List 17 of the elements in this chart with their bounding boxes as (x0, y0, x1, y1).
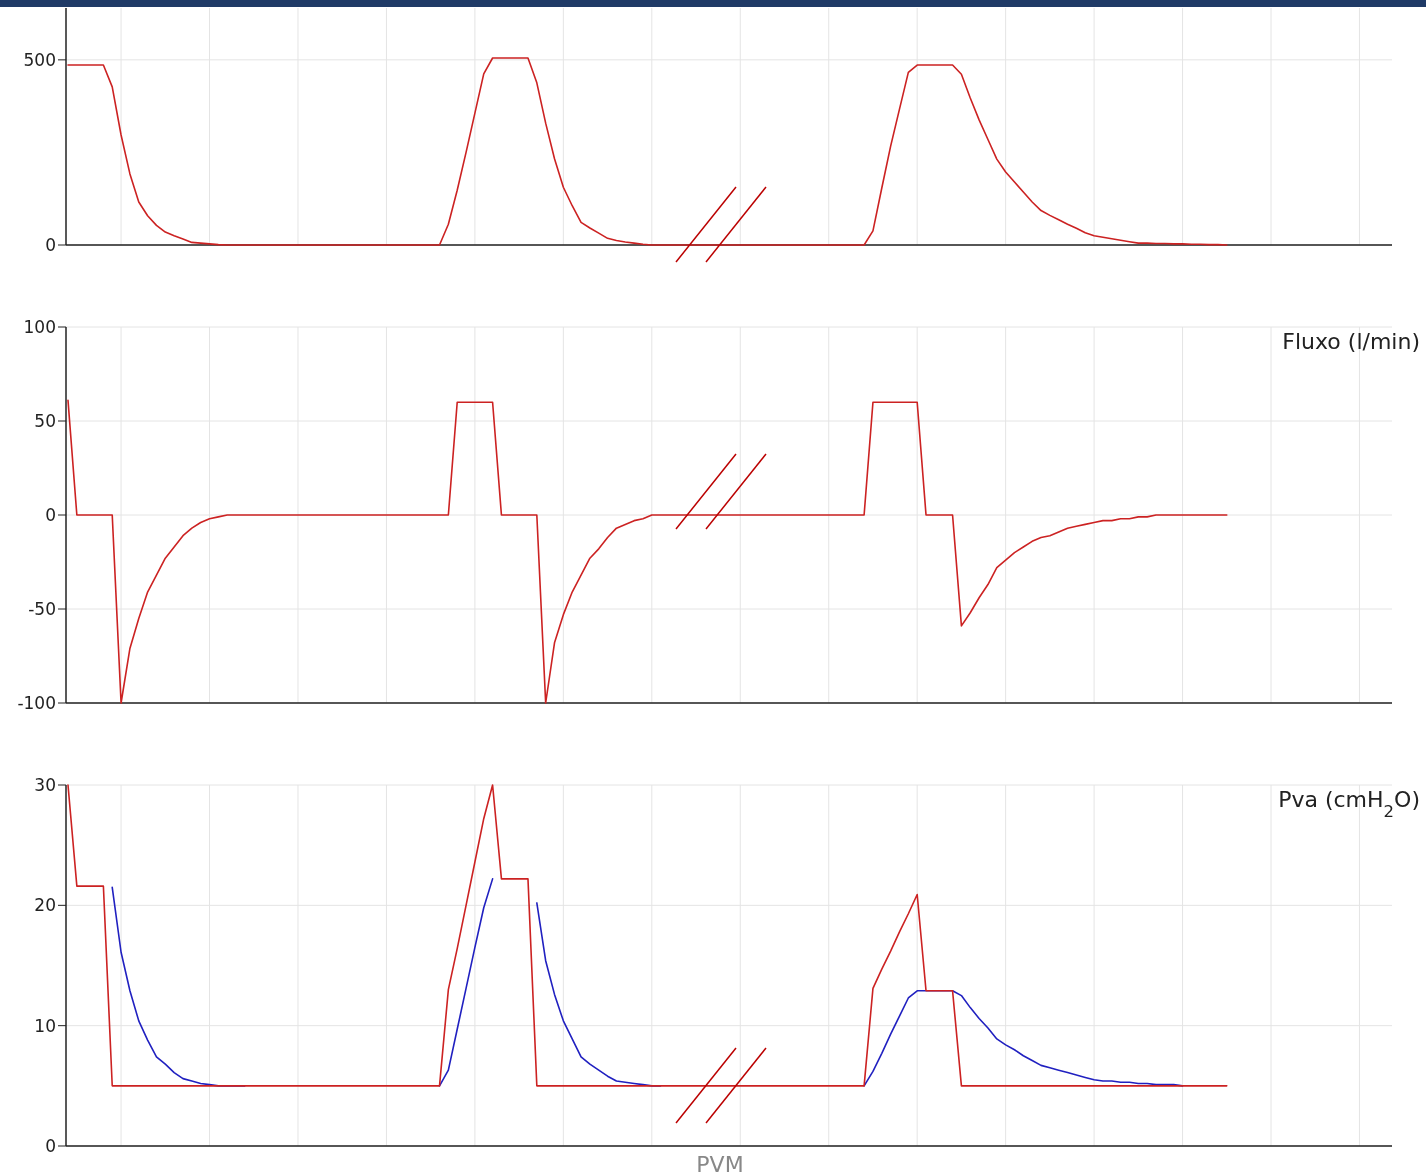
y-axis-title: Pva (cmH$_{2}$O) (1278, 787, 1420, 821)
y-tick-label: 10 (34, 1015, 56, 1036)
y-tick-label: 0 (45, 505, 56, 525)
y-tick-label: 100 (23, 317, 56, 337)
text: PVM (696, 1152, 744, 1175)
line-series (67, 57, 1228, 246)
y-axis-title: Fluxo (l/min) (1282, 329, 1420, 354)
line-series (67, 399, 1228, 704)
y-tick-label: 30 (34, 775, 56, 795)
y-tick-label: 20 (34, 895, 56, 916)
y-tick-label: -100 (17, 693, 56, 713)
y-tick-label: 50 (34, 411, 56, 431)
y-tick-label: 0 (45, 1136, 56, 1156)
line-series (67, 784, 1228, 1087)
y-tick-label: 500 (23, 49, 56, 70)
y-tick-label: 0 (45, 235, 56, 255)
y-tick-label: -50 (28, 599, 56, 619)
